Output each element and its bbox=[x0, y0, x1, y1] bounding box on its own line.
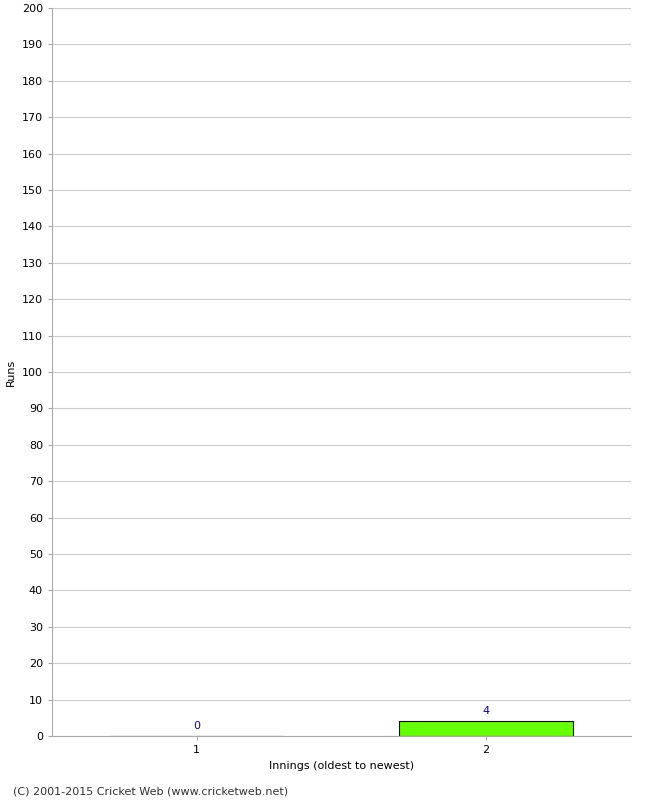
Text: 4: 4 bbox=[482, 706, 489, 716]
X-axis label: Innings (oldest to newest): Innings (oldest to newest) bbox=[268, 761, 414, 770]
Text: 0: 0 bbox=[193, 721, 200, 730]
Y-axis label: Runs: Runs bbox=[6, 358, 16, 386]
Bar bbox=[399, 722, 573, 736]
Text: (C) 2001-2015 Cricket Web (www.cricketweb.net): (C) 2001-2015 Cricket Web (www.cricketwe… bbox=[13, 786, 288, 796]
